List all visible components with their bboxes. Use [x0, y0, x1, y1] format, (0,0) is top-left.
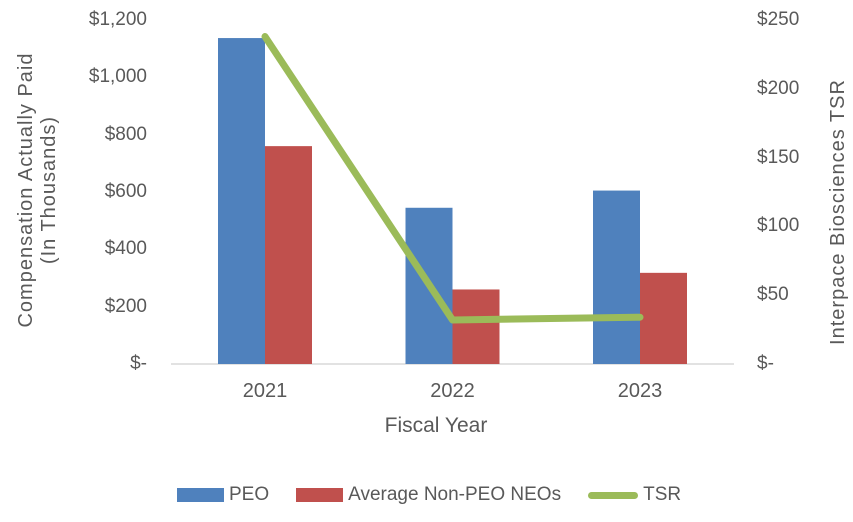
peo-bar-2021	[218, 38, 265, 365]
legend-label-tsr: TSR	[643, 484, 682, 505]
tsr-line	[261, 33, 644, 324]
non-peo-neos-bar-2022	[452, 289, 500, 364]
left-axis-tick-1: $200	[104, 295, 147, 317]
legend-label-peo: PEO	[229, 484, 270, 505]
legend-label-non-peo-neos: Average Non-PEO NEOs	[348, 484, 562, 505]
legend: PEO Average Non-PEO NEOs TSR	[177, 484, 681, 506]
right-axis-tick-2: $100	[757, 215, 800, 237]
left-axis-tick-3: $600	[104, 181, 147, 202]
x-axis-category-2021: 2021	[242, 380, 288, 402]
x-axis-category-2023: 2023	[617, 380, 663, 402]
peo-bar-2023	[593, 190, 640, 364]
left-axis-tick-5: $1,000	[88, 66, 147, 88]
right-axis-tick-4: $200	[757, 77, 800, 99]
right-axis-tick-5: $250	[757, 9, 800, 30]
left-axis-tick-2: $400	[104, 238, 147, 260]
legend-item-peo: PEO	[177, 484, 269, 506]
non-peo-neos-bar-2021	[265, 146, 312, 364]
right-axis-tick-0: $-	[757, 353, 774, 374]
right-axis-tick-1: $50	[757, 284, 789, 306]
non-peo-neos-swatch-icon	[296, 488, 344, 502]
legend-item-non-peo-neos: Average Non-PEO NEOs	[296, 484, 561, 506]
left-axis-title-line1: Compensation Actually Paid	[15, 52, 37, 328]
left-axis-title: Compensation Actually Paid (In Thousands…	[15, 47, 61, 333]
right-axis-tick-3: $150	[757, 146, 800, 168]
x-axis-title: Fiscal Year	[384, 414, 488, 437]
left-axis-tick-6: $1,200	[88, 9, 147, 30]
left-axis-tick-4: $800	[104, 123, 147, 145]
left-axis-tick-0: $-	[130, 353, 147, 374]
tsr-line-swatch-icon	[588, 491, 639, 499]
non-peo-neos-bar-2023	[640, 272, 687, 364]
right-axis-title: Interpace Biosciences TSR	[827, 79, 849, 345]
legend-item-tsr: TSR	[588, 484, 681, 506]
peo-swatch-icon	[177, 488, 224, 502]
x-axis-category-2022: 2022	[430, 380, 475, 402]
